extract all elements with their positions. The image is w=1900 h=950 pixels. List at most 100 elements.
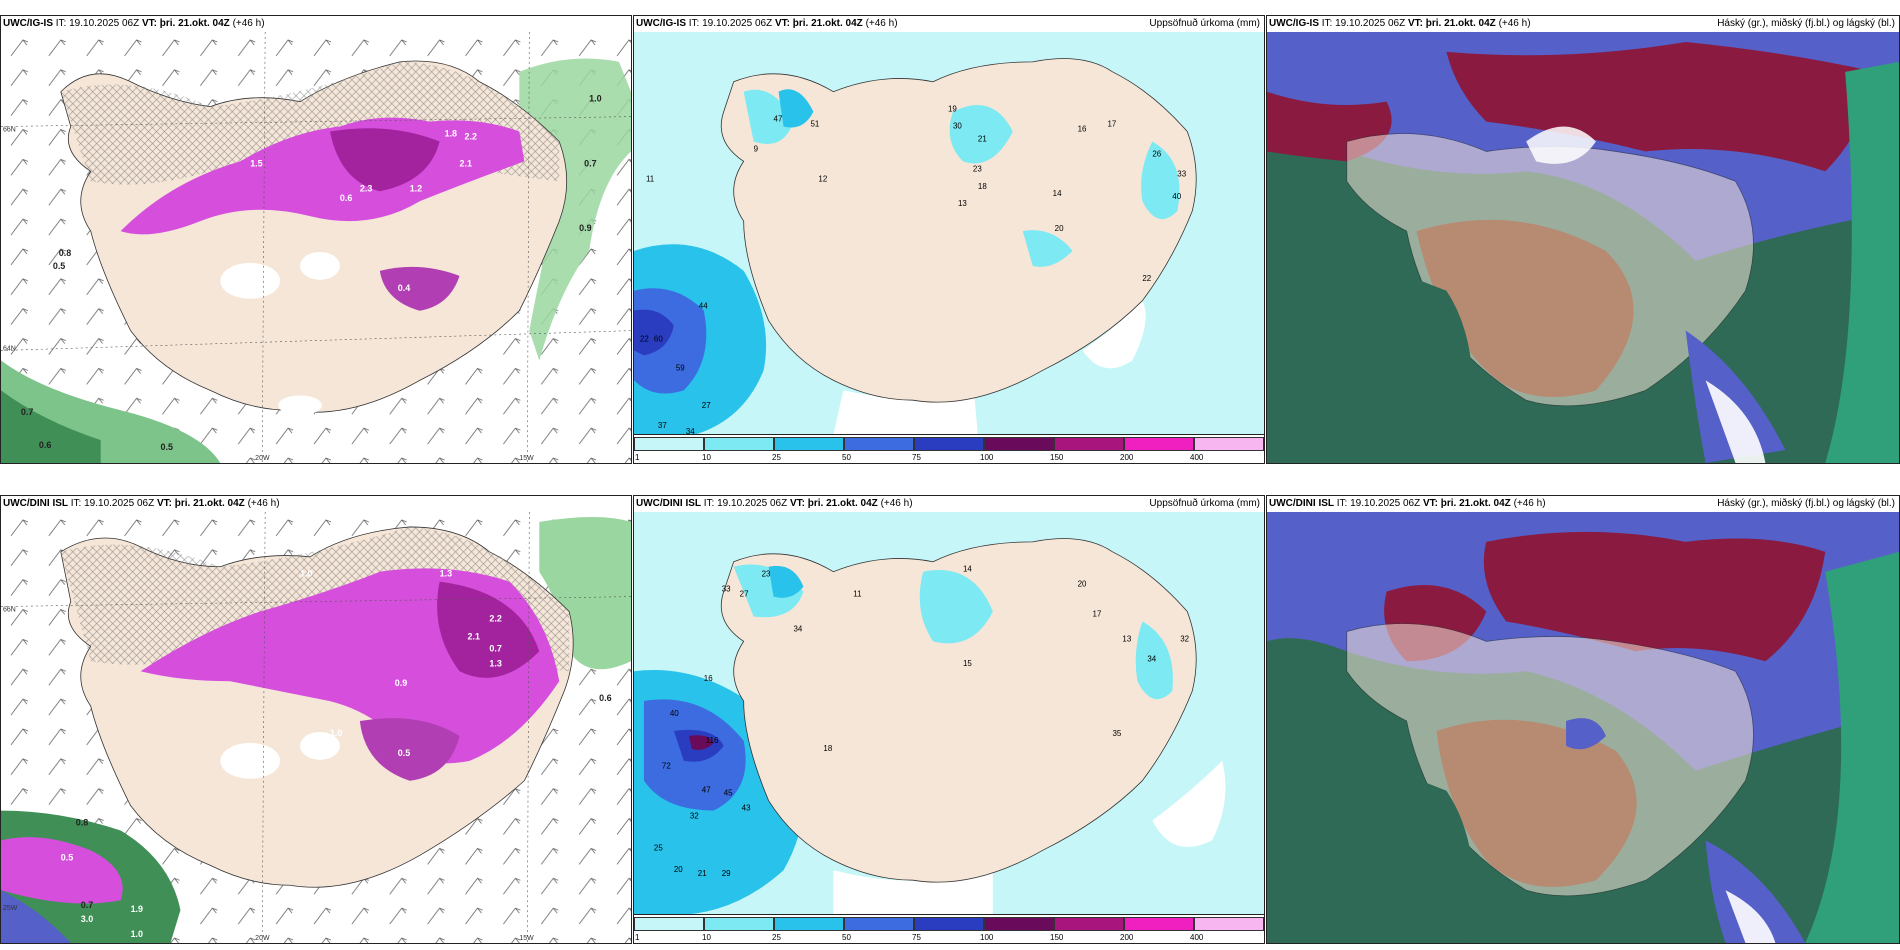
precip-value: 16 bbox=[704, 674, 713, 683]
iceland-land bbox=[720, 538, 1197, 883]
precip-value: 37 bbox=[658, 421, 667, 430]
precip-value: 59 bbox=[676, 363, 685, 372]
snow-value: 0.5 bbox=[61, 852, 73, 862]
precip-value: 27 bbox=[702, 401, 711, 410]
precip-value: 40 bbox=[1172, 192, 1181, 201]
colorbar-tick: 75 bbox=[912, 933, 921, 942]
snow-value: 1.2 bbox=[410, 183, 422, 193]
panel-precip-dini: UWC/DINI ISL IT: 19.10.2025 06Z VT: þri.… bbox=[633, 495, 1265, 944]
precip-colorbar: 1 10 25 50 75 100 150 200 400 bbox=[634, 914, 1264, 943]
precip-value: 34 bbox=[686, 427, 695, 435]
panel-snow-dini: UWC/DINI ISL IT: 19.10.2025 06Z VT: þri.… bbox=[0, 495, 632, 944]
precip-value: 21 bbox=[698, 869, 707, 878]
lat-label: 66N bbox=[3, 607, 16, 614]
snow-value: 1.8 bbox=[445, 129, 457, 139]
panel-variable: Uppsöfnuð úrkoma (mm) bbox=[1149, 18, 1260, 29]
colorbar-tick: 150 bbox=[1050, 933, 1064, 942]
colorbar-tick: 1 bbox=[635, 933, 640, 942]
precip-value: 20 bbox=[1055, 224, 1064, 233]
precip-value: 32 bbox=[690, 811, 699, 820]
map-clouds-igis bbox=[1267, 32, 1899, 463]
precip-value: 9 bbox=[754, 144, 759, 153]
colorbar-tick: 50 bbox=[842, 933, 851, 942]
precip-value: 11 bbox=[646, 174, 655, 183]
snow-value: 0.6 bbox=[340, 193, 352, 203]
precip-value: 25 bbox=[654, 843, 663, 852]
panel-clouds-dini: UWC/DINI ISL IT: 19.10.2025 06Z VT: þri.… bbox=[1266, 495, 1900, 944]
snow-value: 3.0 bbox=[81, 914, 93, 924]
precip-value: 30 bbox=[953, 122, 962, 131]
precip-value: 34 bbox=[793, 624, 802, 633]
map-precip-igis: 47 51 30 19 26 21 40 17 33 18 23 20 22 4… bbox=[634, 32, 1264, 435]
snow-value: 0.6 bbox=[599, 693, 611, 703]
panel-variable: Uppsöfnuð úrkoma (mm) bbox=[1149, 498, 1260, 509]
precip-value: 17 bbox=[1093, 609, 1102, 618]
precip-value: 43 bbox=[742, 804, 751, 813]
colorbar-tick: 100 bbox=[980, 453, 994, 462]
snow-value: 0.7 bbox=[81, 900, 93, 910]
precip-value: 35 bbox=[1112, 729, 1121, 738]
precip-value: 51 bbox=[810, 120, 819, 129]
precip-value: 19 bbox=[948, 105, 957, 114]
panel-title: UWC/DINI ISL IT: 19.10.2025 06Z VT: þri.… bbox=[636, 498, 913, 509]
colorbar-tick: 100 bbox=[980, 933, 994, 942]
snow-value: 0.9 bbox=[579, 223, 591, 233]
precip-value: 44 bbox=[699, 302, 708, 311]
snow-value: 1.3 bbox=[489, 658, 501, 668]
snow-value: 0.6 bbox=[39, 440, 51, 450]
lon-label: 15W bbox=[519, 455, 534, 462]
precip-value: 16 bbox=[1078, 125, 1087, 134]
precip-value: 22 bbox=[1142, 274, 1151, 283]
panel-snow-igis: UWC/IG-IS IT: 19.10.2025 06Z VT: þri. 21… bbox=[0, 15, 632, 464]
panel-variable: Háský (gr.), miðský (fj.bl.) og lágský (… bbox=[1717, 498, 1895, 509]
map-snow-igis: 1.8 2.2 2.1 1.5 2.3 1.2 0.6 0.4 0.8 0.5 … bbox=[1, 32, 631, 463]
precip-value: 17 bbox=[1107, 120, 1116, 129]
snow-value: 2.2 bbox=[489, 613, 501, 623]
snow-value: 2.3 bbox=[360, 183, 372, 193]
precip-value: 33 bbox=[722, 585, 731, 594]
precip-value: 29 bbox=[722, 869, 731, 878]
colorbar-tick: 200 bbox=[1120, 453, 1134, 462]
precip-value: 21 bbox=[978, 134, 987, 143]
snow-value: 1.0 bbox=[300, 569, 312, 579]
snow-value: 0.5 bbox=[160, 442, 172, 452]
colorbar-tick: 25 bbox=[772, 933, 781, 942]
precip-value: 14 bbox=[963, 565, 972, 574]
colorbar-tick: 200 bbox=[1120, 933, 1134, 942]
precip-value: 27 bbox=[740, 590, 749, 599]
precip-value: 23 bbox=[973, 164, 982, 173]
precip-value: 47 bbox=[774, 115, 783, 124]
snow-value: 1.5 bbox=[250, 158, 262, 168]
colorbar-tick: 150 bbox=[1050, 453, 1064, 462]
precip-value: 20 bbox=[674, 865, 683, 874]
precip-value: 11 bbox=[853, 590, 862, 599]
panel-title: UWC/IG-IS IT: 19.10.2025 06Z VT: þri. 21… bbox=[3, 18, 265, 29]
snow-value: 2.1 bbox=[468, 631, 480, 641]
snow-value: 0.5 bbox=[53, 261, 65, 271]
snow-value: 0.5 bbox=[398, 748, 410, 758]
snow-value: 1.0 bbox=[589, 94, 601, 104]
precip-colorbar: 1 10 25 50 75 100 150 200 400 bbox=[634, 434, 1264, 463]
iceland-land bbox=[720, 58, 1197, 403]
precip-value: 13 bbox=[958, 199, 967, 208]
precip-value: 45 bbox=[724, 789, 733, 798]
precip-value: 18 bbox=[978, 182, 987, 191]
lon-label: 20W bbox=[255, 935, 270, 942]
snow-value: 0.4 bbox=[398, 283, 410, 293]
colorbar-tick: 25 bbox=[772, 453, 781, 462]
snow-value: 1.0 bbox=[330, 728, 342, 738]
precip-value: 34 bbox=[1147, 654, 1156, 663]
precip-value: 22 bbox=[640, 334, 649, 343]
colorbar-tick: 400 bbox=[1190, 933, 1204, 942]
precip-value: 33 bbox=[1177, 169, 1186, 178]
lon-label: 15W bbox=[519, 935, 534, 942]
map-snow-dini: 1.0 1.3 2.2 2.1 0.9 1.3 0.7 0.5 0.6 0.5 … bbox=[1, 512, 631, 943]
snow-value: 0.8 bbox=[76, 818, 88, 828]
precip-value: 15 bbox=[963, 659, 972, 668]
snow-value: 0.7 bbox=[584, 158, 596, 168]
snow-value: 1.0 bbox=[131, 929, 143, 939]
lat-label: 66N bbox=[3, 127, 16, 134]
panel-precip-igis: UWC/IG-IS IT: 19.10.2025 06Z VT: þri. 21… bbox=[633, 15, 1265, 464]
snow-value: 0.7 bbox=[21, 407, 33, 417]
precip-value: 32 bbox=[1180, 634, 1189, 643]
